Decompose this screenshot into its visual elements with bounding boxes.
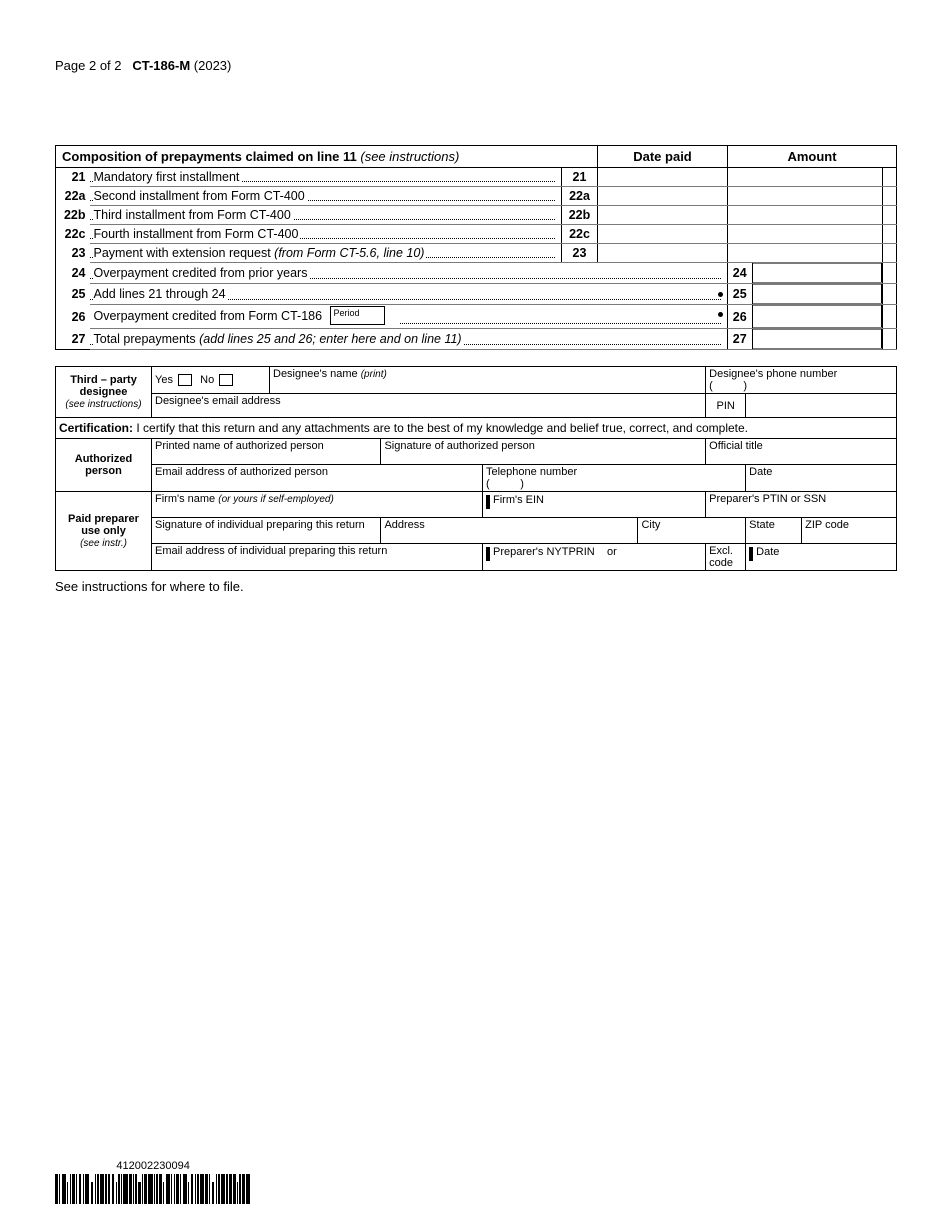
- line-22b-no: 22b: [56, 206, 90, 225]
- line-25-amt[interactable]: [752, 285, 882, 304]
- line-23-desc: Payment with extension request (from For…: [90, 244, 562, 263]
- line-22a-amt[interactable]: [728, 187, 883, 206]
- line-22c-desc: Fourth installment from Form CT-400: [90, 225, 562, 244]
- designee-yesno: Yes No: [152, 367, 270, 394]
- line-22a-date[interactable]: [598, 187, 728, 206]
- line-21-no: 21: [56, 168, 90, 187]
- preparer-sig-field[interactable]: Signature of individual preparing this r…: [152, 518, 381, 544]
- line-27-amt[interactable]: [752, 330, 882, 349]
- line-22b-amt[interactable]: [728, 206, 883, 225]
- line-24-desc: Overpayment credited from prior years: [90, 263, 728, 284]
- preparer-email-field[interactable]: Email address of individual preparing th…: [152, 544, 483, 571]
- preparer-nytprin-field[interactable]: Preparer's NYTPRIN or: [483, 544, 706, 571]
- form-number: CT-186-M: [132, 58, 190, 73]
- line-27-code: 27: [728, 330, 752, 349]
- preparer-date-field[interactable]: Date: [746, 544, 897, 571]
- line-24-code: 24: [728, 264, 752, 283]
- line-21-desc: Mandatory first installment: [90, 168, 562, 187]
- line-21-code: 21: [562, 168, 598, 187]
- comp-title-note: (see instructions): [360, 149, 459, 164]
- pin-field[interactable]: [746, 394, 897, 418]
- preparer-city-field[interactable]: City: [638, 518, 746, 544]
- line-23-no: 23: [56, 244, 90, 263]
- line-26-no: 26: [56, 305, 90, 329]
- designee-no-checkbox[interactable]: [219, 374, 233, 386]
- line-22c-no: 22c: [56, 225, 90, 244]
- period-box[interactable]: Period: [330, 306, 385, 325]
- col-amount: Amount: [728, 146, 897, 168]
- line-25-code: 25: [728, 285, 752, 304]
- footnote: See instructions for where to file.: [55, 579, 897, 594]
- preparer-address-field[interactable]: Address: [381, 518, 638, 544]
- authorized-signature-field[interactable]: Signature of authorized person: [381, 439, 706, 465]
- comp-title: Composition of prepayments claimed on li…: [62, 149, 357, 164]
- authorized-email-field[interactable]: Email address of authorized person: [152, 465, 483, 492]
- certification-row: Certification: I certify that this retur…: [56, 418, 897, 439]
- preparer-ptin-field[interactable]: Preparer's PTIN or SSN: [706, 492, 897, 518]
- line-27-no: 27: [56, 329, 90, 350]
- line-21-amt[interactable]: [728, 168, 883, 187]
- page-num: Page 2: [55, 58, 96, 73]
- line-22c-code: 22c: [562, 225, 598, 244]
- main-content: Composition of prepayments claimed on li…: [55, 145, 897, 594]
- line-22b-desc: Third installment from Form CT-400: [90, 206, 562, 225]
- line-25-no: 25: [56, 284, 90, 305]
- line-23-date[interactable]: [598, 244, 728, 263]
- authorized-phone-field[interactable]: Telephone number ( ): [483, 465, 746, 492]
- preparer-label: Paid preparer use only: [68, 513, 139, 537]
- line-21-mark: [883, 168, 897, 187]
- line-22a-desc: Second installment from Form CT-400: [90, 187, 562, 206]
- line-25-desc: Add lines 21 through 24: [90, 284, 728, 305]
- barcode-number: 412002230094: [55, 1160, 251, 1172]
- authorized-label: Authorized person: [75, 453, 132, 477]
- line-23-code: 23: [562, 244, 598, 263]
- line-22c-date[interactable]: [598, 225, 728, 244]
- line-26-desc: Overpayment credited from Form CT-186 Pe…: [90, 305, 728, 329]
- prepayments-table: Composition of prepayments claimed on li…: [55, 145, 897, 350]
- line-23-amt[interactable]: [728, 244, 883, 263]
- authorized-date-field[interactable]: Date: [746, 465, 897, 492]
- preparer-excl-field[interactable]: Excl. code: [706, 544, 746, 571]
- designee-yes-checkbox[interactable]: [178, 374, 192, 386]
- line-26-code: 26: [728, 306, 752, 328]
- designee-email-field[interactable]: Designee's email address: [152, 394, 706, 418]
- preparer-firm-field[interactable]: Firm's name (or yours if self-employed): [152, 492, 483, 518]
- preparer-ein-field[interactable]: Firm's EIN: [483, 492, 706, 518]
- designee-phone-field[interactable]: Designee's phone number ( ): [706, 367, 897, 394]
- line-22c-amt[interactable]: [728, 225, 883, 244]
- designee-name-field[interactable]: Designee's name (print): [270, 367, 706, 394]
- page-total: of 2: [100, 58, 122, 73]
- signature-section: Third – party designee (see instructions…: [55, 366, 897, 571]
- line-21-date[interactable]: [598, 168, 728, 187]
- line-27-desc: Total prepayments (add lines 25 and 26; …: [90, 329, 728, 350]
- preparer-state-field[interactable]: State: [746, 518, 802, 544]
- line-22b-date[interactable]: [598, 206, 728, 225]
- authorized-title-field[interactable]: Official title: [706, 439, 897, 465]
- form-year: (2023): [194, 58, 232, 73]
- barcode-icon: [55, 1174, 251, 1204]
- line-22a-code: 22a: [562, 187, 598, 206]
- pin-label: PIN: [706, 394, 746, 418]
- designee-label: Third – party designee: [70, 374, 137, 398]
- line-22b-code: 22b: [562, 206, 598, 225]
- line-24-no: 24: [56, 263, 90, 284]
- line-22a-no: 22a: [56, 187, 90, 206]
- line-24-amt[interactable]: [752, 264, 882, 283]
- line-26-amt[interactable]: [752, 306, 882, 328]
- designee-sub: (see instructions): [65, 399, 141, 410]
- barcode-section: 412002230094: [55, 1160, 251, 1204]
- authorized-printed-field[interactable]: Printed name of authorized person: [152, 439, 381, 465]
- preparer-sub: (see instr.): [80, 538, 127, 549]
- col-date: Date paid: [598, 146, 728, 168]
- page-header: Page 2 of 2 CT-186-M (2023): [55, 58, 231, 73]
- preparer-zip-field[interactable]: ZIP code: [802, 518, 897, 544]
